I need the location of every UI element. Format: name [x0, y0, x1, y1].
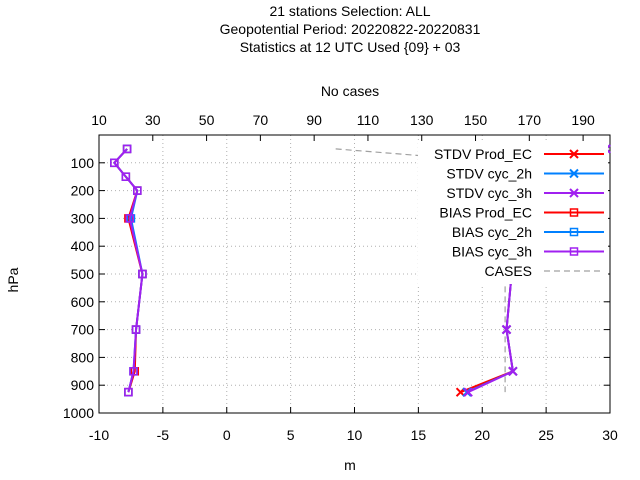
data-point [138, 269, 147, 279]
x2-tick-label: 10 [91, 112, 107, 128]
y-tick-label: 300 [71, 210, 95, 226]
legend-label: BIAS Prod_EC [439, 205, 532, 221]
data-point [569, 227, 579, 237]
title-line: Geopotential Period: 20220822-20220831 [220, 21, 481, 37]
y-tick-label: 1000 [63, 405, 94, 421]
y-tick-label: 900 [71, 377, 95, 393]
x2-tick-label: 90 [306, 112, 322, 128]
x-tick-label: -10 [89, 427, 109, 443]
x2-axis-label: No cases [321, 83, 379, 99]
legend-label: STDV Prod_EC [434, 146, 532, 162]
x2-tick-labels: 10 30 50 70 90 110 130 150 170 190 [91, 112, 595, 128]
x-tick-label: 15 [411, 427, 427, 443]
x2-tick-label: 150 [464, 112, 488, 128]
chart-title: 21 stations Selection: ALL Geopotential P… [220, 3, 481, 55]
x-tick-label: 0 [223, 427, 231, 443]
data-point [463, 387, 473, 397]
axes [98, 134, 611, 414]
data-point [121, 172, 131, 181]
series-line [113, 148, 144, 393]
x-tick-label: -5 [157, 427, 170, 443]
legend-label: BIAS cyc_2h [452, 224, 532, 240]
data-point [569, 208, 579, 217]
x2-tick-label: 130 [410, 112, 434, 128]
y-tick-label: 500 [71, 266, 95, 282]
x-tick-label: 5 [287, 427, 295, 443]
x2-tick-label: 170 [518, 112, 542, 128]
x2-tick-label: 50 [199, 112, 215, 128]
x-tick-label: 30 [602, 427, 618, 443]
data-point [133, 186, 142, 195]
y-tick-label: 700 [71, 322, 95, 338]
x-tick-label: 10 [347, 427, 363, 443]
x-tick-label: 25 [538, 427, 554, 443]
y-tick-label: 400 [71, 238, 95, 254]
x2-tick-label: 110 [357, 112, 380, 128]
y-tick-labels: 100 200 300 400 500 600 700 800 900 1000 [63, 155, 94, 421]
y-tick-label: 600 [71, 294, 95, 310]
x2-tick-label: 70 [253, 112, 269, 128]
legend-label: STDV cyc_2h [446, 166, 532, 182]
x-tick-label: 20 [474, 427, 490, 443]
data-point [569, 188, 579, 198]
title-line: 21 stations Selection: ALL [269, 3, 430, 19]
y-tick-label: 200 [71, 183, 95, 199]
y-tick-label: 100 [71, 155, 95, 171]
legend-label: CASES [485, 263, 532, 279]
y-tick-label: 800 [71, 349, 95, 365]
x2-tick-label: 190 [571, 112, 595, 128]
x-tick-labels: -10 -5 0 5 10 15 20 25 30 [89, 427, 618, 443]
y-axis-label: hPa [5, 267, 21, 292]
data-point [569, 149, 579, 159]
data-point [124, 387, 133, 397]
data-point [129, 367, 138, 376]
title-line: Statistics at 12 UTC Used {09} + 03 [240, 39, 461, 55]
legend-label: BIAS cyc_3h [452, 244, 532, 260]
x2-tick-label: 30 [145, 112, 161, 128]
data-point [122, 144, 132, 154]
x-axis-label: m [344, 457, 356, 473]
data-point [125, 214, 134, 223]
series-bias-cyc-3h [110, 144, 147, 397]
data-point [569, 247, 579, 256]
legend-label: STDV cyc_3h [446, 185, 532, 201]
data-point [501, 324, 512, 335]
data-point [110, 158, 119, 168]
data-point [569, 168, 579, 179]
data-point [131, 325, 141, 334]
legend: STDV Prod_EC STDV cyc_2h STDV cyc_3h BIAS P… [418, 143, 608, 284]
data-point [508, 366, 518, 377]
